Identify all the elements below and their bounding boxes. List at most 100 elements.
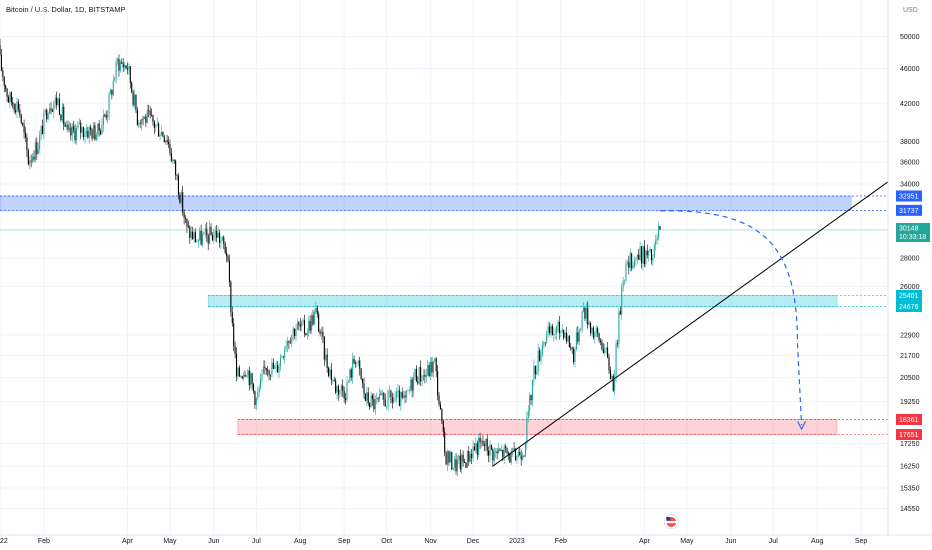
candle-body	[0, 54, 2, 71]
candle-body	[465, 462, 467, 468]
candle-body	[336, 386, 338, 393]
candle-body	[227, 256, 229, 261]
candle-body	[231, 311, 233, 324]
candle-body	[530, 394, 532, 401]
candle-body	[540, 354, 542, 361]
candle-body	[649, 249, 651, 252]
candle-body	[75, 127, 78, 141]
candle-body	[658, 226, 660, 238]
zone-blue	[0, 195, 852, 211]
candle-body	[279, 357, 281, 367]
candle-body	[50, 108, 52, 111]
candle-body	[179, 194, 181, 203]
candle-body	[631, 253, 633, 269]
candle-body	[564, 332, 566, 338]
candle-body	[216, 230, 218, 238]
candle-body	[507, 453, 509, 455]
candle-body	[499, 449, 501, 451]
candle-body	[78, 122, 80, 125]
candle-body	[343, 390, 345, 399]
zone-price-tag-label: 18361	[899, 417, 919, 424]
candle-body	[539, 350, 541, 361]
candle-body	[597, 328, 599, 334]
candle-body	[148, 110, 150, 112]
candle-body	[288, 341, 290, 343]
candle-body	[277, 364, 279, 373]
candle-body	[213, 235, 215, 241]
candle-body	[505, 446, 507, 448]
candle-body	[139, 123, 141, 124]
candle-body	[87, 131, 89, 138]
candle-body	[255, 398, 257, 405]
candle-body	[261, 373, 263, 379]
candle-body	[155, 124, 157, 128]
candle-body	[377, 398, 379, 400]
candle-body	[182, 192, 184, 213]
candle-body	[485, 438, 487, 447]
candle-body	[553, 333, 555, 336]
candle-body	[591, 327, 593, 334]
last-price-tag-label: 30148	[899, 225, 919, 232]
candle-body	[278, 366, 280, 373]
candle-body	[160, 131, 163, 136]
candle-body	[529, 394, 531, 411]
candle-body	[575, 332, 577, 350]
candle-body	[614, 375, 616, 391]
candle-body	[29, 160, 31, 165]
candle-body	[420, 367, 422, 382]
candle-body	[543, 342, 545, 346]
candle-body	[475, 443, 477, 451]
candle-body	[652, 257, 654, 261]
candle-body	[322, 331, 324, 337]
candle-body	[469, 453, 471, 462]
candle-body	[34, 142, 36, 160]
candle-body	[493, 451, 495, 461]
candle-body	[581, 312, 583, 330]
candle-body	[169, 144, 171, 153]
candle-body	[203, 232, 205, 235]
candle-body	[337, 386, 340, 395]
candle-body	[537, 350, 539, 372]
candle-body	[162, 131, 164, 137]
time-tick-label: Oct	[381, 538, 392, 545]
candle-body	[580, 329, 582, 331]
candle-body	[303, 320, 306, 334]
candle-body	[489, 444, 491, 456]
candle-body	[421, 380, 423, 382]
candle-body	[206, 228, 208, 235]
candle-body	[496, 451, 498, 454]
candle-body	[100, 130, 102, 135]
price-tick-label: 46000	[900, 66, 920, 73]
candle-body	[554, 333, 556, 335]
candle-body	[143, 116, 146, 119]
candle-body	[512, 448, 514, 451]
candle-body	[308, 320, 310, 333]
time-tick-label: Sep	[855, 538, 868, 545]
candle-body	[54, 97, 56, 104]
price-tick-label: 17250	[900, 441, 920, 448]
candle-body	[369, 403, 371, 408]
candle-body	[455, 459, 457, 472]
candle-body	[131, 82, 133, 92]
candle-body	[71, 126, 73, 136]
candle-body	[305, 333, 307, 336]
candle-body	[357, 360, 359, 363]
candle-body	[228, 260, 230, 283]
candle-body	[380, 394, 382, 396]
candle-body	[588, 322, 590, 325]
candle-body	[122, 63, 124, 68]
candle-body	[13, 104, 15, 111]
candle-body	[598, 333, 600, 341]
candle-body	[352, 358, 354, 378]
candle-body	[415, 368, 417, 382]
candle-body	[563, 329, 565, 338]
candle-body	[571, 347, 573, 349]
candle-body	[451, 452, 453, 470]
candle-body	[159, 135, 161, 137]
candle-body	[659, 226, 661, 230]
candle-body	[374, 399, 376, 410]
zone-price-tag-label: 25401	[899, 293, 919, 300]
candle-body	[6, 88, 8, 97]
candle-body	[425, 375, 427, 377]
